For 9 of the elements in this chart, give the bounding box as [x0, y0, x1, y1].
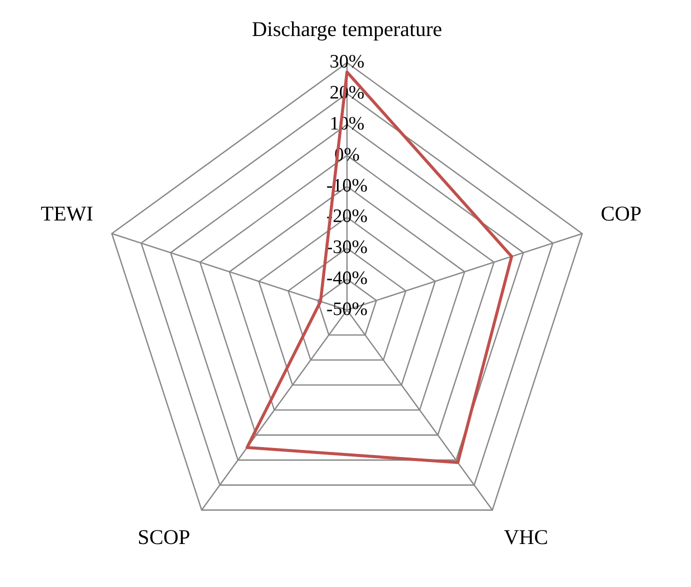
y-tick-label: -40%	[326, 268, 368, 290]
y-tick-label: -50%	[326, 298, 368, 320]
spoke-label: Discharge temperature	[252, 17, 442, 42]
spoke-label: TEWI	[40, 201, 94, 226]
y-tick-label: 30%	[330, 52, 365, 73]
y-tick-label: -30%	[326, 237, 368, 258]
spoke-label: SCOP	[138, 524, 190, 549]
spoke-label: VHC	[504, 524, 548, 549]
spoke-label: COP	[600, 201, 642, 226]
